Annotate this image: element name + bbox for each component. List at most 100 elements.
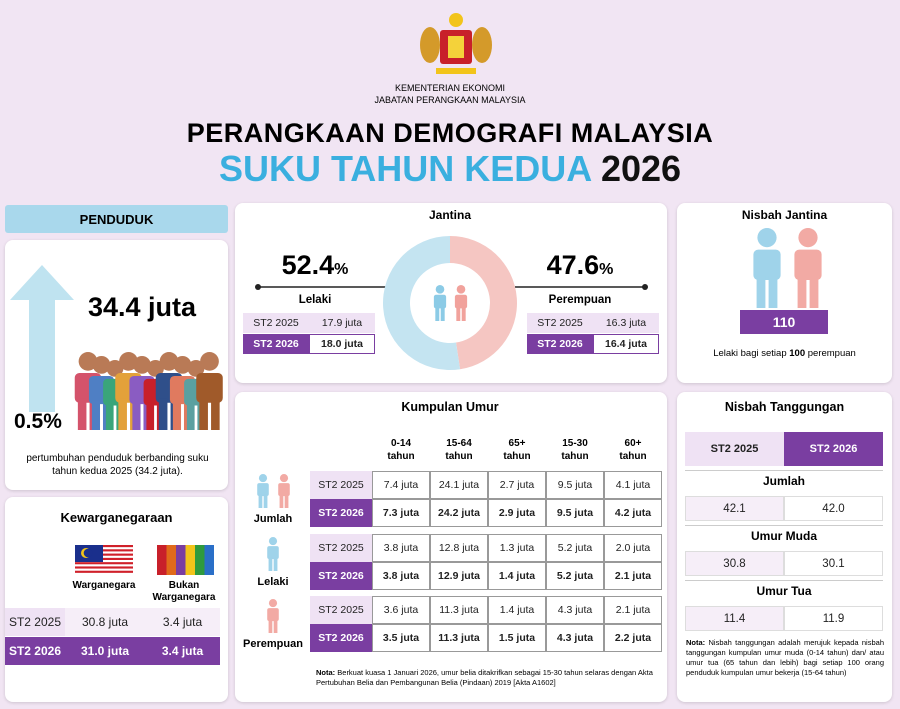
flag-stripe [75, 549, 133, 552]
table-cell: 12.8 juta [430, 534, 488, 562]
sex-ratio-box [740, 310, 828, 334]
leg [809, 276, 819, 308]
age-title: Kumpulan Umur [401, 400, 499, 414]
head [119, 352, 138, 371]
leg [273, 557, 278, 571]
leg [435, 306, 440, 321]
column-header: 65+ tahun [503, 438, 531, 462]
head [78, 352, 98, 371]
note-text: perempuan [807, 348, 856, 359]
leg [118, 398, 127, 430]
table-cell: ST2 2026 [310, 624, 372, 652]
logo [420, 13, 492, 74]
head [258, 474, 268, 483]
dot [255, 284, 261, 290]
jantina-title: Jantina [428, 208, 471, 222]
table-cell: ST2 2026 [310, 562, 372, 590]
donut-male [382, 236, 461, 371]
flag-stripe [75, 557, 133, 560]
flag-stripes [75, 545, 133, 573]
section-band [685, 580, 883, 602]
logo-ribbon [436, 68, 476, 74]
leg [105, 402, 114, 430]
flag-tile [176, 545, 186, 553]
body [794, 249, 822, 280]
head [92, 356, 111, 374]
table-cell: 3.8 juta [372, 562, 430, 590]
leg [91, 400, 101, 430]
section-band [685, 525, 883, 547]
flag-tile [204, 560, 214, 568]
table-cell: 2.7 juta [488, 471, 546, 499]
head [798, 228, 818, 248]
section-label: Umur Tua [756, 584, 812, 598]
group-label: Lelaki [257, 576, 289, 588]
percent: 52.4% [250, 250, 380, 281]
table-cell: 3.6 juta [372, 596, 430, 624]
card [5, 497, 228, 702]
flag-mosaic [157, 545, 214, 575]
body [278, 483, 290, 497]
leg [768, 276, 778, 308]
dot [642, 284, 648, 290]
gender-label: Perempuan [548, 294, 612, 306]
leg [211, 398, 220, 430]
table-cell: 18.0 juta [309, 334, 375, 354]
logo-shield [448, 36, 464, 58]
leg [797, 276, 807, 308]
subtitle-text: SUKU TAHUN KEDUA [218, 148, 591, 189]
leg [172, 400, 182, 430]
table-cell: 42.1 [685, 496, 784, 521]
body [257, 483, 269, 497]
card [677, 203, 892, 383]
head [279, 474, 289, 483]
sex-ratio-note: Lelaki bagi setiap 100 perempuan [677, 348, 892, 359]
flag-tile [195, 560, 205, 568]
head [159, 352, 179, 371]
sex-ratio-value: 110 [772, 314, 796, 330]
flag-tile [195, 552, 205, 560]
table-cell: 1.5 juta [488, 624, 546, 652]
flag-tile [166, 545, 176, 553]
head [200, 352, 219, 371]
table-cell: ST2 2025 [310, 534, 372, 562]
note-label: Nota: [316, 668, 336, 677]
body [454, 294, 468, 309]
donut-female [450, 236, 517, 370]
age-note: Nota: Berkuat kuasa 1 Januari 2026, umur… [316, 668, 661, 688]
flag-tile [204, 552, 214, 560]
person-icon [433, 285, 447, 321]
leg [279, 494, 284, 508]
table-header: ST2 2025 [685, 432, 784, 466]
body [267, 608, 279, 622]
leg [77, 398, 87, 430]
percent-value: 47.6 [546, 250, 600, 280]
leg [440, 306, 445, 321]
table-cell: ST2 2025 [310, 471, 372, 499]
group-label: Jumlah [253, 513, 293, 525]
flag-tile [157, 545, 167, 553]
flag-stripe [75, 570, 133, 573]
logo-tiger [420, 27, 440, 63]
column-header: 15-64 tahun [445, 438, 473, 462]
sex-ratio-title: Nisbah Jantina [741, 208, 828, 222]
head [757, 228, 777, 248]
citizenship-title: Kewarganegaraan [60, 510, 173, 525]
head [133, 356, 151, 374]
person-icon [196, 352, 223, 430]
flag-tile [185, 567, 195, 575]
table-cell: 11.3 juta [430, 596, 488, 624]
table-cell: ST2 2025 [5, 608, 65, 636]
person-icon [794, 228, 822, 308]
penduduk-header [5, 205, 228, 233]
flag-stripe [75, 562, 133, 565]
table-header: ST2 2026 [784, 432, 883, 466]
table-cell: 4.2 juta [604, 499, 662, 527]
flag-tile [176, 567, 186, 575]
leg [284, 494, 289, 508]
note-text: Nisbah tanggungan adalah merujuk kepada … [686, 638, 884, 677]
flag-tile [166, 552, 176, 560]
flag-tile [204, 567, 214, 575]
head [147, 360, 164, 377]
